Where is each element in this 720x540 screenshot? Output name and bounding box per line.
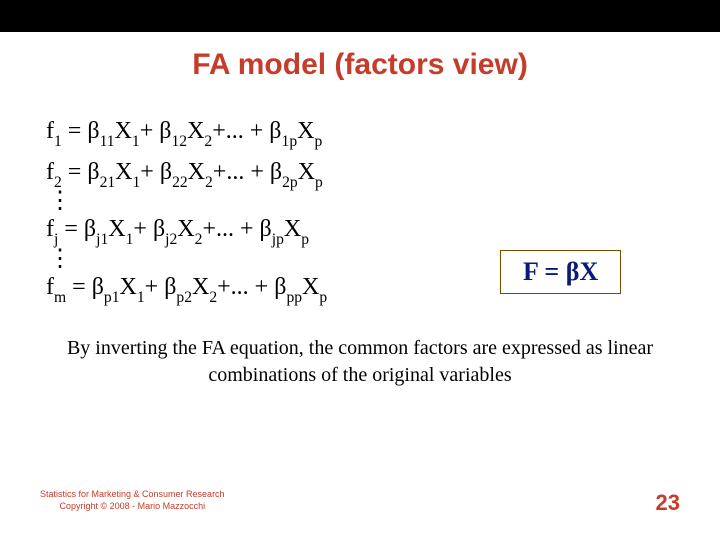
boxed-text: F = βX <box>523 257 598 286</box>
equation-line: f2 = β21X1+ β22X2+... + β2pXp <box>46 153 720 194</box>
equation-line: f1 = β11X1+ β12X2+... + β1pXp <box>46 112 720 153</box>
explanation-text: By inverting the FA equation, the common… <box>0 335 720 389</box>
slide-title: FA model (factors view) <box>0 48 720 82</box>
equation-line: fj = βj1X1+ βj2X2+... + βjpXp <box>46 210 720 251</box>
equation-vdots: ⋮ <box>48 193 720 210</box>
top-black-bar <box>0 0 720 32</box>
page-number: 23 <box>656 490 680 516</box>
footer-copyright: Statistics for Marketing & Consumer Rese… <box>40 488 225 512</box>
footer-line-1: Statistics for Marketing & Consumer Rese… <box>40 488 225 500</box>
matrix-form-box: F = βX <box>500 250 621 294</box>
footer-line-2: Copyright © 2008 - Mario Mazzocchi <box>40 500 225 512</box>
